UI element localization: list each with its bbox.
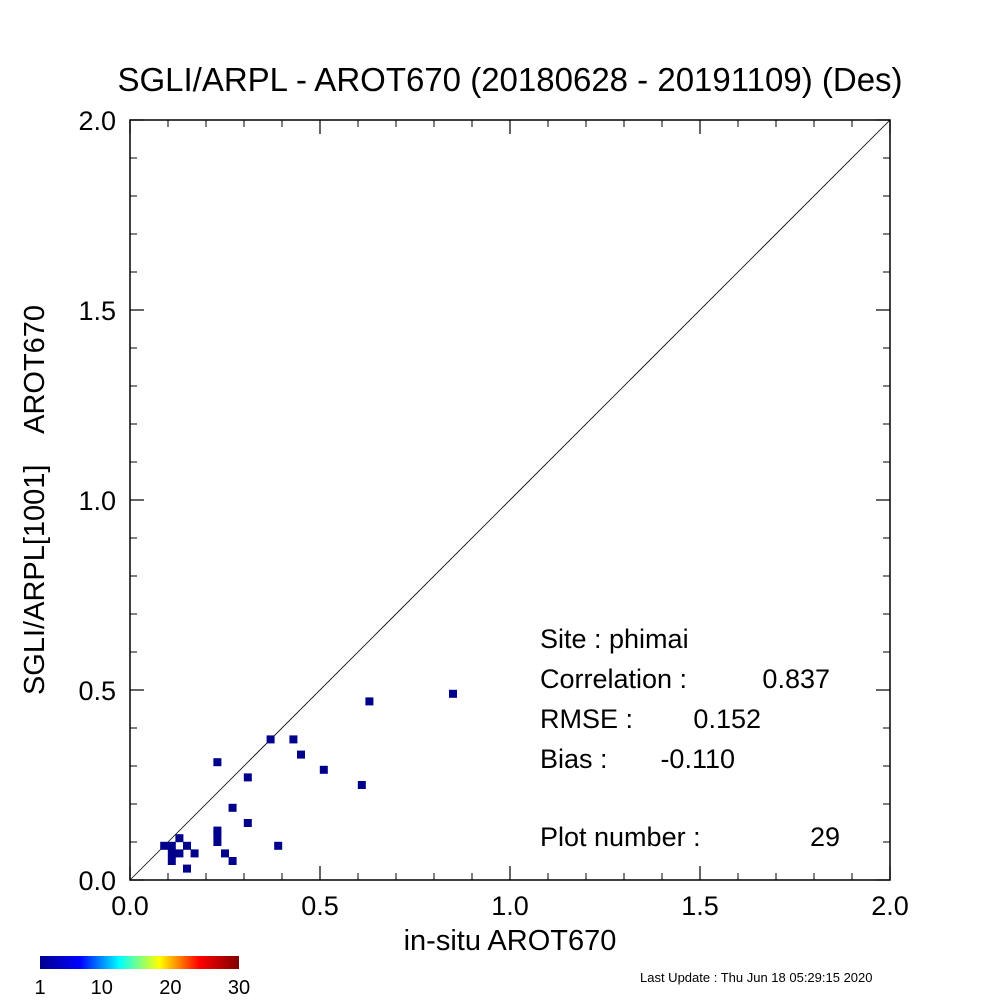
colorbar-tick-label: 10 (91, 977, 113, 999)
data-point (213, 758, 222, 767)
stat-rmse-label: RMSE : (540, 704, 633, 734)
last-update-text: Last Update : Thu Jun 18 05:29:15 2020 (640, 970, 873, 985)
x-tick-label: 0.5 (301, 891, 339, 921)
data-point (190, 849, 199, 858)
y-tick-label: 1.5 (78, 296, 116, 326)
x-tick-label: 0.0 (111, 891, 149, 921)
data-point (274, 841, 283, 850)
stat-correlation-label: Correlation : (540, 664, 687, 694)
data-point (228, 803, 237, 812)
stat-correlation-value: 0.837 (762, 664, 830, 694)
y-tick-label: 0.5 (78, 676, 116, 706)
data-point (243, 819, 252, 827)
colorbar-gradient (40, 956, 239, 969)
data-points (160, 689, 457, 873)
y-tick-label: 1.0 (78, 486, 116, 516)
y-axis-label: SGLI/ARPL[1001] AROT670 (19, 305, 51, 695)
data-point (266, 735, 275, 744)
x-axis-ticks: 0.0 0.5 1.0 1.5 2.0 (111, 120, 909, 921)
stat-plot-number-label: Plot number : (540, 822, 701, 852)
minor-ticks (130, 120, 890, 880)
data-point (213, 830, 222, 839)
x-tick-label: 1.5 (681, 891, 719, 921)
data-point (449, 689, 457, 698)
stat-bias-value: -0.110 (660, 744, 735, 774)
y-axis-ticks: 0.0 0.5 1.0 1.5 2.0 (78, 106, 890, 896)
x-axis-label: in-situ AROT670 (404, 925, 617, 957)
stat-bias-label: Bias : (540, 744, 608, 774)
y-tick-label: 2.0 (78, 106, 116, 136)
colorbar-tick-label: 20 (159, 977, 181, 999)
chart-title: SGLI/ARPL - AROT670 (20180628 - 20191109… (117, 61, 902, 98)
data-point (357, 781, 366, 789)
data-point (213, 838, 222, 846)
data-point (297, 750, 305, 759)
stat-site: Site : phimai (540, 624, 689, 654)
data-point (167, 857, 176, 865)
data-point (167, 849, 176, 858)
colorbar-tick-label: 30 (228, 977, 250, 999)
data-point (167, 841, 176, 850)
data-point (243, 773, 252, 782)
data-point (319, 765, 328, 774)
stat-plot-number-value: 29 (810, 822, 840, 852)
stats-box: Site : phimai Correlation : 0.837 RMSE :… (540, 624, 840, 852)
one-to-one-line (129, 119, 891, 881)
data-point (183, 864, 191, 873)
data-point (289, 735, 298, 744)
colorbar-tick-label: 1 (34, 977, 45, 999)
x-tick-label: 1.0 (491, 891, 529, 921)
stat-rmse-value: 0.152 (693, 704, 761, 734)
data-point (183, 841, 191, 850)
data-point (365, 697, 374, 706)
y-tick-label: 0.0 (78, 866, 116, 896)
data-point (160, 841, 169, 850)
data-point (175, 849, 184, 858)
colorbar: 1 10 20 30 (34, 956, 250, 999)
data-point (175, 834, 184, 843)
data-point (221, 849, 229, 858)
colorbar-tick-labels: 1 10 20 30 (34, 977, 250, 999)
data-point (228, 857, 237, 865)
x-tick-label: 2.0 (871, 891, 909, 921)
